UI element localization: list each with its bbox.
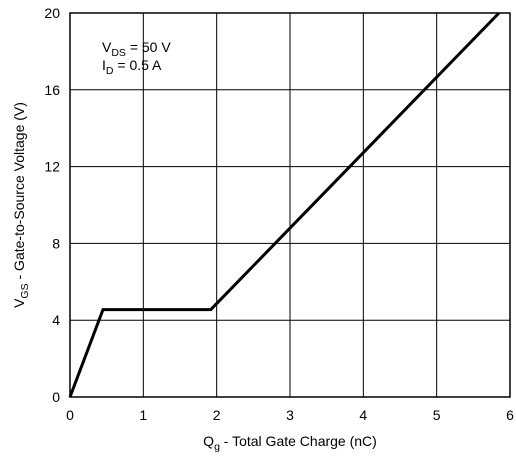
x-tick-label: 2 bbox=[213, 407, 221, 423]
x-tick-labels: 0 1 2 3 4 5 6 bbox=[66, 407, 514, 423]
x-tick-label: 0 bbox=[66, 407, 74, 423]
y-tick-label: 16 bbox=[44, 82, 60, 98]
x-tick-label: 3 bbox=[286, 407, 294, 423]
y-tick-label: 8 bbox=[52, 235, 60, 251]
x-tick-label: 6 bbox=[506, 407, 514, 423]
y-axis-label: VGS - Gate-to-Source Voltage (V) bbox=[11, 102, 31, 308]
plot-frame bbox=[69, 12, 511, 398]
series-line bbox=[68, 11, 501, 398]
x-tick-label: 5 bbox=[433, 407, 441, 423]
x-axis-label: Qg - Total Gate Charge (nC) bbox=[203, 433, 377, 453]
x-tick-label: 1 bbox=[139, 407, 147, 423]
x-tick-label: 4 bbox=[359, 407, 367, 423]
y-tick-label: 0 bbox=[52, 389, 60, 405]
grid-lines bbox=[70, 13, 510, 397]
y-tick-label: 4 bbox=[52, 312, 60, 328]
y-tick-labels: 0 4 8 12 16 20 bbox=[44, 5, 60, 405]
y-tick-label: 20 bbox=[44, 5, 60, 21]
annotation-id: ID = 0.5 A bbox=[102, 57, 162, 77]
y-tick-label: 12 bbox=[44, 159, 60, 175]
annotation-vds: VDS = 50 V bbox=[102, 39, 171, 59]
